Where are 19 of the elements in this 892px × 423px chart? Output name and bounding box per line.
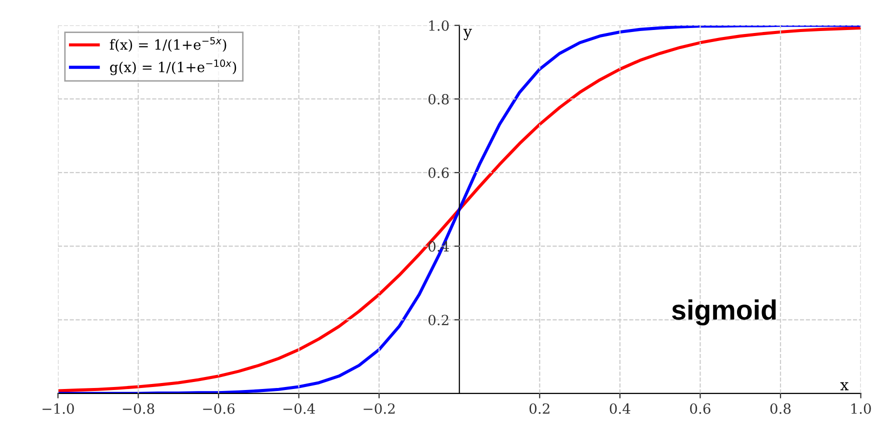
x-tick-label: −0.6	[203, 403, 235, 414]
x-tick-label: −0.2	[364, 403, 395, 414]
x-tick-label: 0.4	[610, 403, 630, 414]
legend-label: f(x) = 1/(1+e$^{−5x}$)	[110, 37, 226, 52]
y-axis-title: y	[463, 28, 472, 40]
legend-label: g(x) = 1/(1+e$^{−10x}$)	[110, 60, 236, 76]
x-tick-label: −0.8	[122, 403, 154, 414]
annotation: sigmoid	[672, 299, 776, 326]
x-tick-label: 1.0	[851, 403, 871, 414]
y-tick-label: 0.6	[428, 168, 449, 178]
x-tick-label: 0.6	[690, 403, 710, 414]
x-tick-label: −0.4	[283, 403, 315, 414]
y-tick-label: 0.2	[428, 314, 448, 326]
x-axis-title: x	[840, 382, 849, 390]
y-tick-label: 0.8	[428, 94, 449, 104]
y-tick-label: 1.0	[429, 20, 449, 31]
x-tick-label: 0.8	[770, 403, 791, 414]
x-tick-label: −1.0	[42, 403, 74, 414]
x-tick-label: 0.2	[530, 403, 550, 414]
